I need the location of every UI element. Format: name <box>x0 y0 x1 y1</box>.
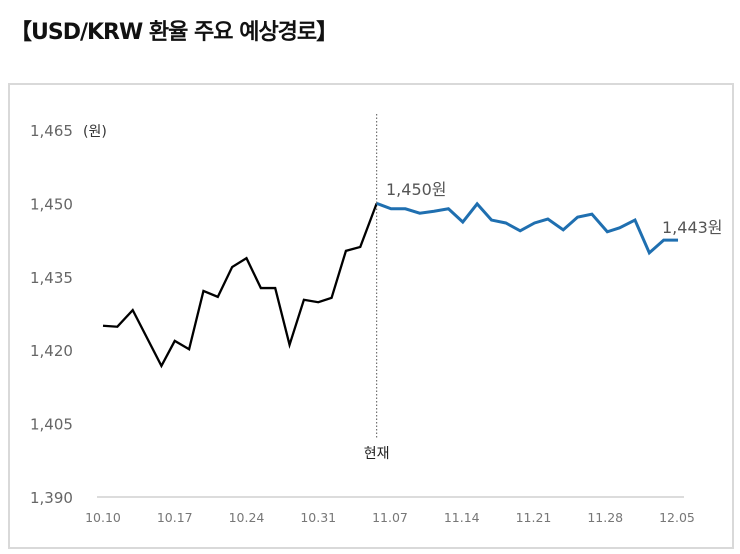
y-axis-unit: (원) <box>83 124 107 140</box>
x-tick-label: 10.10 <box>85 510 121 525</box>
chart-frame <box>8 83 734 549</box>
y-tick-label: 1,465 <box>30 122 73 140</box>
x-tick-label: 11.07 <box>372 510 408 525</box>
x-tick-label: 11.14 <box>444 510 480 525</box>
annotation-end: 1,443원 <box>662 218 723 237</box>
x-tick-label: 10.24 <box>229 510 265 525</box>
y-tick-label: 1,405 <box>30 416 73 434</box>
series-line-actual <box>102 202 378 369</box>
series-line-forecast <box>376 201 679 256</box>
page-title: 【USD/KRW 환율 주요 예상경로】 <box>10 20 338 45</box>
x-tick-label: 12.05 <box>659 510 695 525</box>
x-tick-label: 10.17 <box>157 510 193 525</box>
x-tick-label: 10.31 <box>300 510 336 525</box>
x-tick-label: 11.28 <box>587 510 623 525</box>
y-tick-label: 1,450 <box>30 195 73 213</box>
x-tick-label: 11.21 <box>516 510 552 525</box>
current-marker-label: 현재 <box>364 446 390 462</box>
y-tick-label: 1,435 <box>30 269 73 287</box>
y-tick-label: 1,390 <box>30 489 73 507</box>
annotation-current: 1,450원 <box>386 180 447 199</box>
y-tick-label: 1,420 <box>30 342 73 360</box>
